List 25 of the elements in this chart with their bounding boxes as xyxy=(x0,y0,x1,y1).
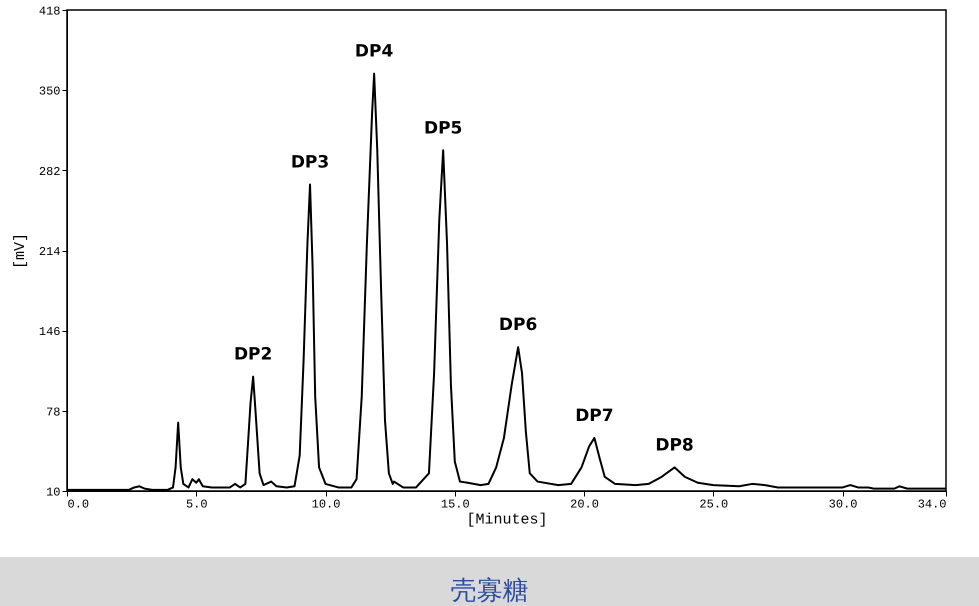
y-tick-label: 78 xyxy=(46,405,60,420)
annotation: DP6 xyxy=(498,315,538,336)
y-axis-title: [mV] xyxy=(12,232,29,270)
x-tick-label: 0.0 xyxy=(68,498,90,512)
annotation: DP7 xyxy=(575,406,614,426)
x-tick-label: 10.0 xyxy=(312,498,340,512)
y-tick-label: 10 xyxy=(46,486,60,500)
x-axis-title: [Minutes] xyxy=(466,512,548,528)
annotation: DP5 xyxy=(424,118,462,138)
annotation: DP4 xyxy=(354,42,394,62)
x-tick-label: 34.0 xyxy=(918,498,946,512)
x-tick-label: 25.0 xyxy=(699,498,728,512)
x-tick-label: 5.0 xyxy=(186,498,208,512)
y-tick-label: 350 xyxy=(38,84,60,99)
text: 壳寡糖 xyxy=(450,574,528,606)
y-tick-label: 418 xyxy=(38,4,60,18)
x-tick-label: 20.0 xyxy=(570,498,599,512)
annotation: DP8 xyxy=(655,435,694,456)
x-tick-label: 15.0 xyxy=(440,498,470,512)
y-tick-label: 146 xyxy=(38,325,60,340)
y-tick-label: 282 xyxy=(38,164,60,179)
annotation: DP3 xyxy=(290,152,330,172)
y-tick-label: 214 xyxy=(38,245,60,259)
x-tick-label: 30.0 xyxy=(828,498,858,512)
annotation: DP2 xyxy=(234,344,272,365)
